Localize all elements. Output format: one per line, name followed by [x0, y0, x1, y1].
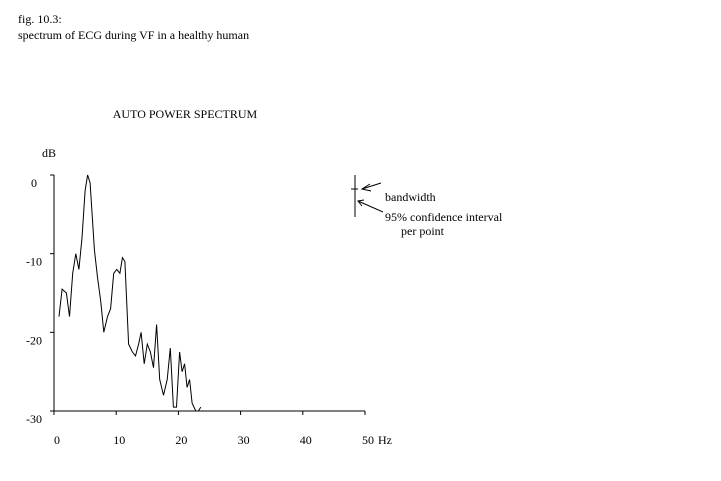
series-group: [58, 174, 202, 412]
error-bar-annotation: bandwidth 95% confidence interval per po…: [351, 175, 503, 238]
x-tick-label: 50: [362, 433, 374, 447]
x-tick-label: 40: [300, 433, 312, 447]
y-tick-label: -10: [26, 255, 42, 269]
figure-caption: fig. 10.3: spectrum of ECG during VF in …: [18, 11, 249, 43]
x-tick-label: 0: [54, 433, 60, 447]
figure-label: fig. 10.3:: [18, 12, 62, 26]
spectrum-line: [58, 174, 202, 412]
x-tick-label: 10: [113, 433, 125, 447]
bandwidth-arrowhead: [360, 183, 372, 192]
y-axis-label: dB: [42, 146, 56, 160]
x-tick-label: 30: [238, 433, 250, 447]
chart-title: AUTO POWER SPECTRUM: [113, 107, 258, 121]
bandwidth-arrow: [361, 182, 382, 190]
confidence-label-per-point: per point: [401, 224, 445, 238]
y-tick-label: -30: [26, 412, 42, 426]
y-tick-label: 0: [31, 176, 37, 190]
confidence-arrow: [357, 200, 384, 213]
tick-labels: 0 -10 -20 -30 0 10 20 30 40 50 Hz: [26, 176, 392, 447]
x-unit-label: Hz: [378, 433, 392, 447]
figure-caption-text: spectrum of ECG during VF in a healthy h…: [18, 28, 250, 42]
x-tick-label: 20: [175, 433, 187, 447]
confidence-arrowhead: [357, 199, 365, 207]
confidence-label: 95% confidence interval: [385, 210, 503, 224]
y-tick-label: -20: [26, 333, 42, 347]
axes: [50, 174, 366, 415]
bandwidth-label: bandwidth: [385, 190, 436, 204]
